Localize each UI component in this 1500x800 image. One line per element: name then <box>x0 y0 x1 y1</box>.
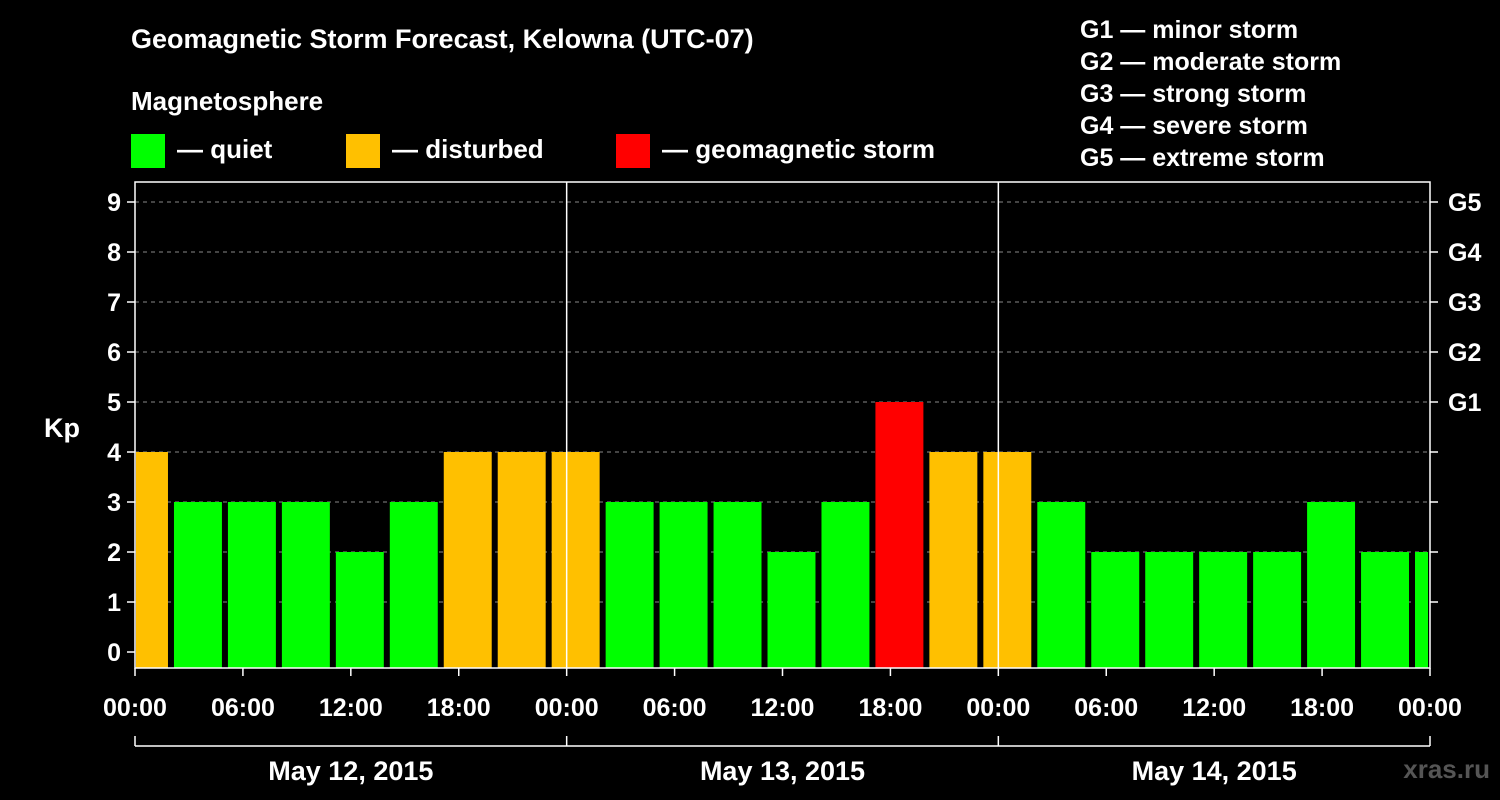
x-tick-label: 12:00 <box>751 694 815 722</box>
y-tick-label: 2 <box>107 539 121 567</box>
kp-bar <box>1199 552 1248 668</box>
kp-bar <box>389 502 438 668</box>
x-tick-label: 00:00 <box>535 694 599 722</box>
kp-bar <box>1145 552 1194 668</box>
kp-bar <box>767 552 816 668</box>
legend-label-disturbed: — disturbed <box>392 134 544 164</box>
kp-bar <box>551 452 600 668</box>
y-tick-label: 3 <box>107 489 121 517</box>
y-tick-label: 8 <box>107 239 121 267</box>
kp-bar <box>821 502 870 668</box>
legend-label-quiet: — quiet <box>177 134 273 164</box>
y-tick-label: 4 <box>107 439 121 467</box>
kp-bar <box>173 502 222 668</box>
g-level-label: G5 <box>1448 189 1481 217</box>
storm-level-g5: G5 — extreme storm <box>1080 144 1325 172</box>
x-tick-label: 00:00 <box>966 694 1030 722</box>
watermark: xras.ru <box>1403 754 1490 784</box>
x-tick-label: 18:00 <box>1290 694 1354 722</box>
kp-bar <box>443 452 492 668</box>
x-tick-label: 00:00 <box>1398 694 1462 722</box>
g-level-label: G3 <box>1448 289 1481 317</box>
legend-label-storm: — geomagnetic storm <box>662 134 936 164</box>
y-tick-label: 6 <box>107 339 121 367</box>
day-label: May 14, 2015 <box>1132 756 1297 786</box>
x-tick-label: 06:00 <box>643 694 707 722</box>
kp-bar <box>983 452 1032 668</box>
y-tick-label: 1 <box>107 589 121 617</box>
x-tick-label: 06:00 <box>211 694 275 722</box>
x-tick-label: 06:00 <box>1074 694 1138 722</box>
g-level-label: G2 <box>1448 339 1481 367</box>
kp-bar <box>1415 552 1428 668</box>
storm-level-g3: G3 — strong storm <box>1080 80 1307 108</box>
y-tick-label: 5 <box>107 389 121 417</box>
kp-bar <box>335 552 384 668</box>
day-label: May 13, 2015 <box>700 756 865 786</box>
kp-bar <box>605 502 654 668</box>
g-level-label: G4 <box>1448 239 1481 267</box>
kp-bar <box>497 452 546 668</box>
x-tick-label: 00:00 <box>103 694 167 722</box>
legend-swatch-quiet <box>131 134 165 168</box>
kp-bar <box>1253 552 1302 668</box>
kp-bar <box>1307 502 1356 668</box>
y-axis-label: Kp <box>44 413 80 443</box>
kp-bar <box>713 502 762 668</box>
storm-level-g4: G4 — severe storm <box>1080 112 1308 140</box>
storm-level-g2: G2 — moderate storm <box>1080 48 1342 76</box>
kp-bar <box>1361 552 1410 668</box>
storm-level-legend: G1 — minor storm G2 — moderate storm G3 … <box>1080 14 1341 174</box>
day-label: May 12, 2015 <box>268 756 433 786</box>
legend-swatch-storm <box>616 134 650 168</box>
kp-bar <box>875 402 924 668</box>
g-level-label: G1 <box>1448 389 1481 417</box>
kp-bar <box>281 502 330 668</box>
x-tick-label: 12:00 <box>319 694 383 722</box>
y-tick-label: 7 <box>107 289 121 317</box>
kp-bar <box>1037 502 1086 668</box>
magnetosphere-label: Magnetosphere <box>131 86 324 116</box>
x-tick-label: 18:00 <box>427 694 491 722</box>
y-tick-label: 9 <box>107 189 121 217</box>
y-tick-label: 0 <box>107 639 121 667</box>
legend-swatch-disturbed <box>346 134 380 168</box>
kp-bar <box>1091 552 1140 668</box>
kp-bar <box>929 452 978 668</box>
x-tick-label: 18:00 <box>858 694 922 722</box>
kp-bar <box>659 502 708 668</box>
chart-title: Geomagnetic Storm Forecast, Kelowna (UTC… <box>131 24 754 54</box>
kp-bar <box>227 502 276 668</box>
storm-level-g1: G1 — minor storm <box>1080 16 1299 44</box>
x-tick-label: 12:00 <box>1182 694 1246 722</box>
kp-bar <box>136 452 168 668</box>
